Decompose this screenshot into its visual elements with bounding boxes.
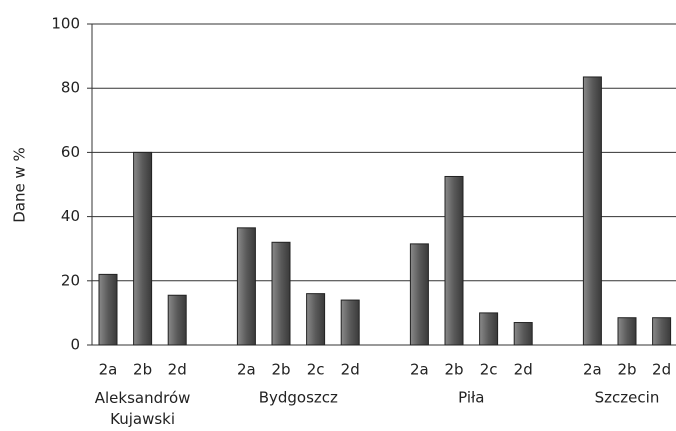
y-tick-label: 40	[61, 207, 80, 225]
y-tick-label: 100	[51, 15, 80, 33]
bar	[409, 243, 429, 346]
x-tick-label: 2c	[307, 361, 325, 379]
y-tick-label: 80	[61, 79, 80, 97]
x-tick-label: 2d	[514, 361, 533, 379]
x-tick-label: 2d	[168, 361, 187, 379]
bar	[271, 241, 291, 346]
group-label: Aleksandrów Kujawski	[95, 389, 191, 428]
x-tick-label: 2d	[341, 361, 360, 379]
x-tick-label: 2d	[652, 361, 671, 379]
bar	[444, 175, 464, 346]
bar	[98, 273, 118, 346]
group-label: Piła	[458, 389, 484, 407]
x-tick-label: 2a	[99, 361, 118, 379]
x-tick-label: 2b	[444, 361, 463, 379]
x-tick-label: 2b	[617, 361, 636, 379]
bar	[513, 322, 533, 346]
x-tick-label: 2b	[133, 361, 152, 379]
bar	[306, 293, 326, 346]
x-tick-label: 2b	[271, 361, 290, 379]
bar	[652, 317, 672, 346]
bar	[617, 317, 637, 346]
bar	[133, 151, 153, 346]
bar	[479, 312, 499, 346]
bar	[582, 76, 602, 346]
x-tick-label: 2a	[237, 361, 256, 379]
x-tick-label: 2a	[583, 361, 602, 379]
y-axis-label: Dane w %	[11, 147, 29, 223]
group-label: Szczecin	[595, 389, 660, 407]
bar	[340, 299, 360, 346]
y-tick-label: 0	[70, 336, 80, 354]
group-label: Bydgoszcz	[259, 389, 338, 407]
y-tick-label: 20	[61, 271, 80, 289]
bar	[167, 294, 187, 346]
bar	[236, 227, 256, 346]
x-tick-label: 2c	[480, 361, 498, 379]
x-tick-label: 2a	[410, 361, 429, 379]
y-tick-label: 60	[61, 143, 80, 161]
